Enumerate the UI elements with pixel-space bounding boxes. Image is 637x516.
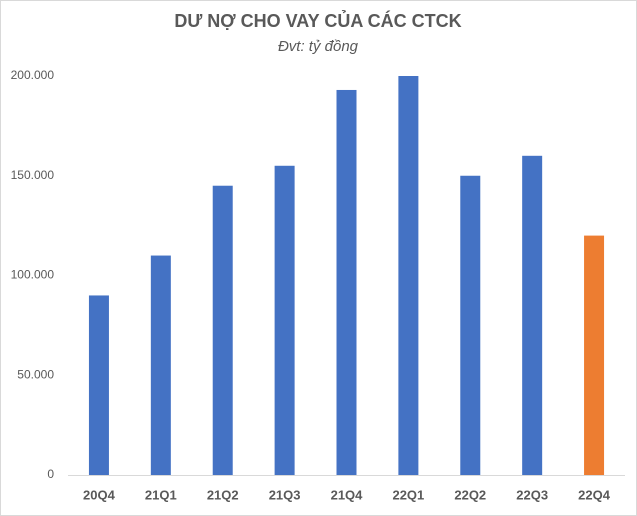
bar — [336, 89, 357, 475]
bar — [212, 185, 233, 475]
bar — [274, 165, 295, 475]
x-tick-label: 21Q3 — [269, 487, 301, 502]
x-tick-label: 22Q1 — [392, 487, 424, 502]
y-tick-label: 0 — [47, 467, 54, 481]
x-tick-label: 21Q4 — [331, 487, 364, 502]
bar — [150, 255, 171, 475]
bar — [522, 155, 543, 476]
y-tick-label: 150.000 — [11, 168, 55, 182]
chart-subtitle: Đvt: tỷ đồng — [278, 38, 359, 55]
x-tick-label: 22Q4 — [578, 487, 611, 502]
x-tick-label: 21Q2 — [207, 487, 239, 502]
bar — [88, 295, 109, 475]
x-tick-label: 21Q1 — [145, 487, 177, 502]
bar — [584, 235, 605, 475]
x-tick-label: 22Q3 — [516, 487, 548, 502]
y-tick-label: 100.000 — [11, 268, 55, 282]
y-tick-label: 200.000 — [11, 68, 55, 82]
chart-title: DƯ NỢ CHO VAY CỦA CÁC CTCK — [174, 10, 461, 31]
x-tick-label: 22Q2 — [454, 487, 486, 502]
y-tick-label: 50.000 — [17, 367, 54, 381]
bar — [460, 175, 481, 475]
bar — [398, 76, 419, 475]
x-tick-label: 20Q4 — [83, 487, 116, 502]
